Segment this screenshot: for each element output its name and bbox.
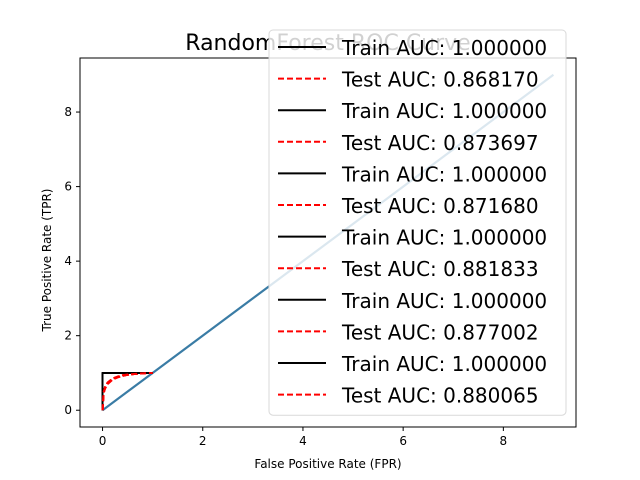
legend-label: Train AUC: 1.000000	[341, 162, 547, 186]
legend-label: Train AUC: 1.000000	[341, 36, 547, 60]
x-tick-label: 2	[199, 434, 207, 448]
legend-label: Test AUC: 0.880065	[341, 384, 539, 408]
legend-label: Train AUC: 1.000000	[341, 99, 547, 123]
legend-label: Test AUC: 0.877002	[341, 320, 539, 344]
x-tick-label: 0	[99, 434, 107, 448]
legend-box	[268, 29, 567, 416]
legend-label: Train AUC: 1.000000	[341, 352, 547, 376]
y-axis-label: True Positive Rate (TPR)	[40, 189, 54, 333]
x-tick-label: 4	[299, 434, 307, 448]
legend-label: Test AUC: 0.873697	[341, 131, 539, 155]
legend-label: Test AUC: 0.868170	[341, 68, 539, 92]
x-axis-label: False Positive Rate (FPR)	[254, 457, 401, 471]
y-tick-label: 4	[64, 254, 72, 268]
y-tick-label: 0	[64, 403, 72, 417]
y-tick-label: 2	[64, 329, 72, 343]
x-tick-label: 6	[399, 434, 407, 448]
y-tick-label: 8	[64, 105, 72, 119]
legend-label: Train AUC: 1.000000	[341, 289, 547, 313]
legend-label: Test AUC: 0.881833	[341, 257, 539, 281]
series-line-12	[101, 371, 153, 411]
legend: Train AUC: 1.000000 Test AUC: 0.868170 Tra…	[268, 29, 567, 416]
legend-label: Test AUC: 0.871680	[341, 194, 539, 218]
y-tick-label: 6	[64, 180, 72, 194]
x-tick-label: 8	[500, 434, 508, 448]
legend-label: Train AUC: 1.000000	[341, 226, 547, 250]
